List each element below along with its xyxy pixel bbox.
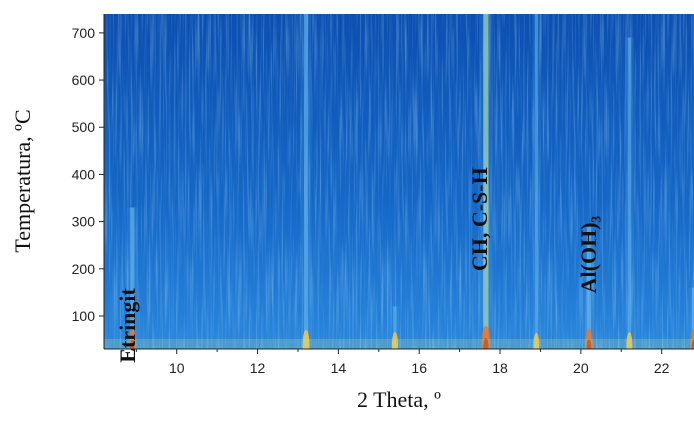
- x-tick-label: 16: [411, 360, 427, 376]
- x-ticks: 10 12 14 16 18 20 22: [135, 349, 670, 376]
- peak-glow: [390, 306, 400, 349]
- peak-streak: [586, 226, 592, 349]
- peak-hotspot: [391, 332, 399, 349]
- peak-glow: [688, 287, 694, 349]
- x-tick-label: 22: [654, 360, 670, 376]
- y-tick-label: 600: [72, 72, 96, 88]
- x-tick-label: 12: [250, 360, 266, 376]
- heatmap-noise-texture: [104, 14, 694, 349]
- peak-core: [691, 339, 694, 349]
- y-tick-label: 200: [72, 261, 96, 277]
- x-tick-label: 14: [331, 360, 347, 376]
- peak-streak: [304, 14, 309, 349]
- peak-glow: [532, 14, 541, 349]
- x-axis-title: 2 Theta, º: [357, 387, 441, 412]
- peak-streak: [534, 14, 538, 349]
- peak-annotations: Etringit CH, C-S-H Al(OH)₃: [115, 167, 601, 362]
- hot-spots: [104, 325, 694, 349]
- peak-hotspot: [533, 332, 540, 349]
- peak-streak: [130, 207, 135, 349]
- peak-streak: [691, 287, 694, 349]
- peak-hotspot: [302, 330, 310, 349]
- peak-glow: [300, 14, 312, 349]
- x-tick-label: 10: [169, 360, 185, 376]
- x-tick-label: 20: [573, 360, 589, 376]
- peak-glow: [126, 207, 138, 349]
- peak-annotation: Etringit: [115, 287, 140, 362]
- peak-glow: [479, 14, 493, 349]
- y-tick-label: 100: [72, 308, 96, 324]
- peak-glow: [624, 37, 634, 349]
- peak-streak: [483, 14, 489, 349]
- peak-hotspot: [626, 332, 633, 349]
- axes: [103, 14, 694, 350]
- peak-annotation: Al(OH)₃: [576, 215, 601, 293]
- y-axis-title: Temperatura, ºC: [10, 109, 35, 252]
- peak-glow: [583, 226, 595, 349]
- y-tick-label: 400: [72, 166, 96, 182]
- y-tick-label: 700: [72, 25, 96, 41]
- peak-core: [483, 338, 489, 349]
- y-tick-label: 300: [72, 214, 96, 230]
- diffraction-peaks: [126, 14, 694, 349]
- y-ticks: 100 200 300 400 500 600 700: [72, 25, 104, 324]
- peak-core: [586, 339, 592, 349]
- y-tick-label: 500: [72, 119, 96, 135]
- peak-streak: [393, 306, 397, 349]
- low-temp-band: [104, 339, 694, 349]
- x-tick-label: 18: [492, 360, 508, 376]
- peak-streak: [627, 37, 632, 349]
- peak-annotation: CH, C-S-H: [467, 167, 492, 271]
- peak-core: [129, 339, 135, 349]
